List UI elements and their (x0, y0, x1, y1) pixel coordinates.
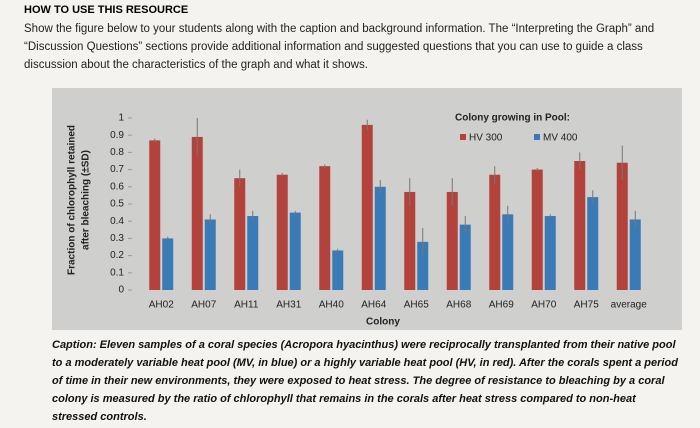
header-text: Show the figure below to your students a… (24, 23, 655, 71)
x-tick-label: AH11 (234, 300, 259, 311)
bar (319, 166, 331, 290)
y-tick-label: 1 (118, 113, 124, 124)
bar (332, 250, 344, 290)
x-tick-label: AH69 (489, 300, 514, 311)
bar (531, 169, 543, 290)
x-axis-label: Colony (366, 317, 400, 328)
bar (191, 136, 203, 290)
x-tick-label: AH02 (149, 300, 174, 311)
bar (459, 224, 471, 290)
y-axis-label: Fraction of chlorophyll retained (67, 125, 78, 275)
y-tick-label: 0.3 (110, 233, 124, 244)
bar (204, 219, 216, 290)
header-title: HOW TO USE THIS RESOURCE (24, 4, 189, 16)
bar (276, 174, 288, 290)
x-tick-label: AH07 (191, 300, 216, 311)
bar (502, 214, 514, 290)
bar (289, 212, 301, 290)
x-tick-label: AH70 (531, 300, 556, 311)
bar (162, 238, 174, 290)
bar (149, 140, 161, 290)
bar (417, 241, 429, 290)
x-tick-label: AH68 (446, 300, 471, 311)
caption: Caption: Eleven samples of a coral speci… (52, 339, 678, 423)
bar (574, 161, 586, 290)
bar (616, 162, 628, 290)
bar (234, 178, 246, 290)
bar (629, 219, 641, 290)
bar (446, 191, 458, 290)
x-tick-label: AH64 (361, 300, 386, 311)
x-tick-label: AH31 (276, 300, 301, 311)
bar (404, 191, 416, 290)
bar (374, 186, 386, 290)
x-tick-label: AH65 (404, 300, 429, 311)
x-tick-label: AH40 (319, 300, 344, 311)
y-tick-label: 0.1 (110, 267, 124, 278)
legend-swatch (460, 134, 466, 140)
x-tick-label: average (611, 300, 648, 311)
y-tick-label: 0.8 (110, 147, 124, 158)
y-tick-label: 0.5 (110, 199, 124, 210)
y-tick-label: 0.7 (110, 164, 124, 175)
bar (587, 197, 599, 290)
x-tick-label: AH75 (574, 300, 599, 311)
bar (247, 216, 259, 290)
legend-label: HV 300 (469, 133, 503, 144)
y-tick-label: 0.9 (110, 130, 124, 141)
bar (361, 124, 373, 290)
bar (489, 174, 501, 290)
y-tick-label: 0.2 (110, 250, 124, 261)
y-tick-label: 0 (118, 285, 124, 296)
bar (544, 216, 556, 290)
legend-label: MV 400 (543, 133, 578, 144)
y-axis-label: after bleaching (±SD) (81, 150, 92, 250)
legend-swatch (534, 134, 540, 140)
y-tick-label: 0.6 (110, 181, 124, 192)
y-tick-label: 0.4 (110, 216, 124, 227)
legend-title: Colony growing in Pool: (455, 113, 570, 124)
